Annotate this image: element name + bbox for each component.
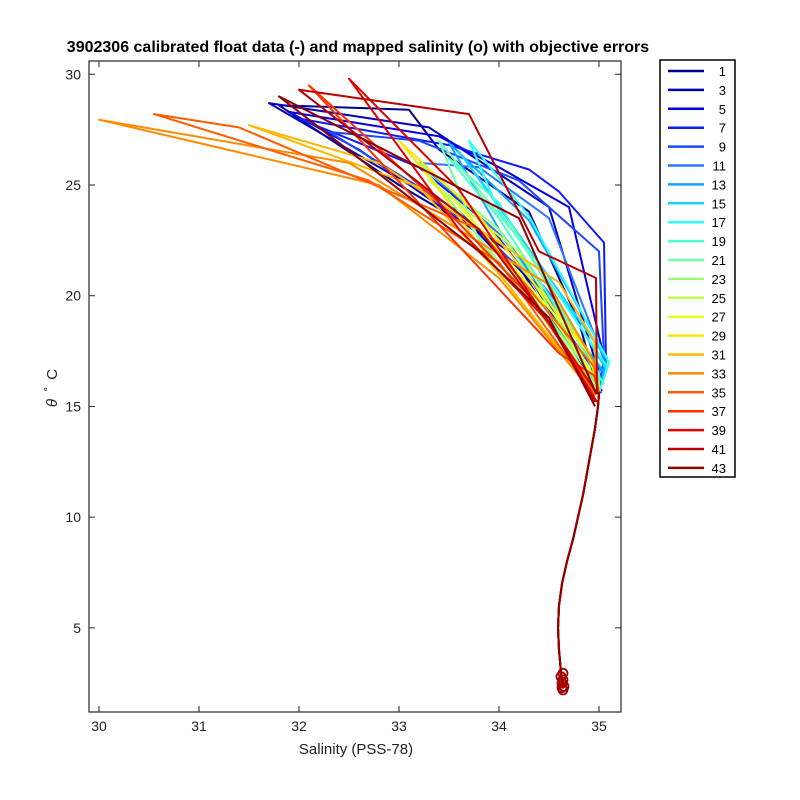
legend-label-13: 13 xyxy=(712,177,726,192)
y-tick-label: 15 xyxy=(65,398,81,414)
legend-label-21: 21 xyxy=(712,253,726,268)
y-axis-label-unit: C xyxy=(44,369,61,380)
x-tick-label: 34 xyxy=(491,718,507,734)
legend-label-17: 17 xyxy=(712,215,726,230)
legend-label-7: 7 xyxy=(719,121,726,136)
x-axis: 30 31 32 33 34 35 xyxy=(91,61,607,734)
y-tick-label: 20 xyxy=(65,288,81,304)
plot-area-frame xyxy=(88,60,622,713)
legend-label-33: 33 xyxy=(712,366,726,381)
y-tick-label: 10 xyxy=(65,509,81,525)
x-tick-label: 33 xyxy=(391,718,407,734)
legend-label-25: 25 xyxy=(712,291,726,306)
mapped-salinity-marker xyxy=(556,682,568,693)
legend-label-3: 3 xyxy=(719,83,726,98)
series-line-35 xyxy=(153,113,600,688)
y-axis: 5 10 15 20 25 30 xyxy=(65,66,621,636)
legend-label-11: 11 xyxy=(713,159,727,174)
marker-layer xyxy=(555,667,570,696)
legend-label-43: 43 xyxy=(712,461,726,476)
legend-label-19: 19 xyxy=(712,234,726,249)
legend-label-15: 15 xyxy=(712,196,726,211)
legend-label-39: 39 xyxy=(712,423,726,438)
y-axis-label-symbol: θ xyxy=(44,399,61,407)
legend-label-31: 31 xyxy=(712,348,726,363)
y-tick-label: 25 xyxy=(65,177,81,193)
y-axis-label-degree: ° xyxy=(41,387,55,392)
legend-label-5: 5 xyxy=(719,102,726,117)
legend-box xyxy=(659,59,736,478)
series-layer xyxy=(98,77,610,688)
y-tick-label: 5 xyxy=(73,620,81,636)
y-tick-label: 30 xyxy=(65,66,81,82)
mapped-salinity-marker xyxy=(557,667,569,679)
x-tick-label: 35 xyxy=(591,718,607,734)
x-tick-label: 30 xyxy=(91,718,107,734)
legend-label-27: 27 xyxy=(712,310,726,325)
legend-label-29: 29 xyxy=(712,329,726,344)
x-tick-label: 32 xyxy=(291,718,307,734)
series-line-3 xyxy=(268,102,602,688)
legend-label-41: 41 xyxy=(712,442,726,457)
legend-label-9: 9 xyxy=(719,140,726,155)
legend-label-37: 37 xyxy=(712,404,726,419)
y-axis-label: θ ° C xyxy=(39,369,61,407)
series-line-1 xyxy=(278,104,602,688)
legend-label-23: 23 xyxy=(712,272,726,287)
legend-label-35: 35 xyxy=(712,385,726,400)
x-axis-label: Salinity (PSS-78) xyxy=(299,741,413,758)
legend-label-1: 1 xyxy=(719,64,726,79)
series-line-43 xyxy=(278,95,600,688)
series-line-33 xyxy=(98,118,600,688)
chart-title: 3902306 calibrated float data (-) and ma… xyxy=(67,39,649,56)
x-tick-label: 31 xyxy=(191,718,207,734)
